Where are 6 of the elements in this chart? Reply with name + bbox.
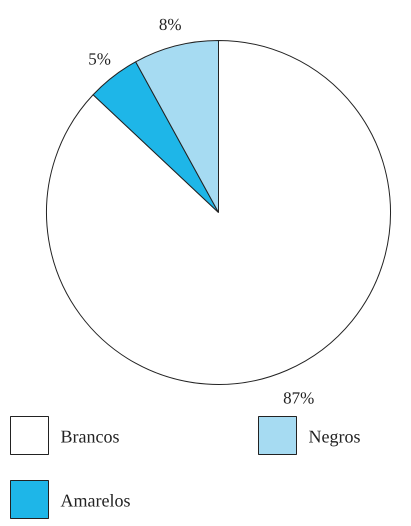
legend-label: Negros [308,426,360,446]
legend-label: Brancos [60,426,120,446]
data-label: 8% [158,15,182,34]
data-label: 87% [283,388,314,408]
legend-label: Amarelos [60,490,130,510]
data-label: 5% [88,50,111,69]
